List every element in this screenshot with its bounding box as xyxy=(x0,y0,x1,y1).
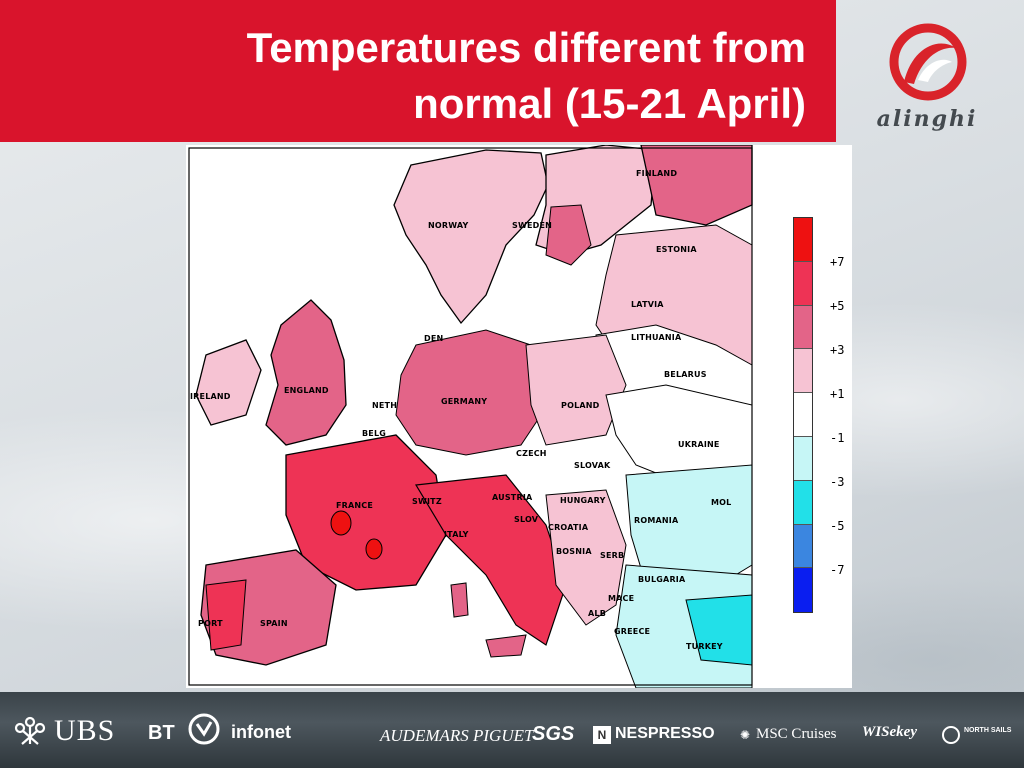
label-greece: GREECE xyxy=(614,627,651,636)
sponsor-msc-cruises: MSC Cruises xyxy=(756,726,837,742)
label-bosnia: BOSNIA xyxy=(556,547,592,556)
label-serbia: SERB xyxy=(600,551,625,560)
label-bulgaria: BULGARIA xyxy=(638,575,686,584)
sponsor-bt: BT xyxy=(148,722,175,744)
legend-label-minus1: -1 xyxy=(830,431,845,445)
legend-swatch-1-3 xyxy=(794,349,812,394)
label-hungary: HUNGARY xyxy=(560,496,606,505)
legend-swatch-above-7 xyxy=(794,218,812,262)
label-romania: ROMANIA xyxy=(634,516,679,525)
sponsor-infonet: infonet xyxy=(231,722,291,742)
label-belgium: BELG xyxy=(362,429,387,438)
sponsor-sgs: SGS xyxy=(532,723,575,745)
label-denmark: DEN xyxy=(424,334,444,343)
slide-title: Temperatures different from normal (15-2… xyxy=(106,20,806,132)
sponsor-ubs: UBS xyxy=(54,714,116,747)
label-moldova: MOL xyxy=(711,498,732,507)
legend-swatch-minus3-minus5 xyxy=(794,480,812,525)
label-ireland: IRELAND xyxy=(190,392,231,401)
legend-swatch-minus5-minus7 xyxy=(794,524,812,569)
sponsor-nespresso: NESPRESSO xyxy=(615,725,715,742)
label-sweden: SWEDEN xyxy=(512,221,553,230)
label-ukraine: UKRAINE xyxy=(678,440,720,449)
label-belarus: BELARUS xyxy=(664,370,707,379)
label-albania: ALB xyxy=(588,609,606,618)
title-banner: Temperatures different from normal (15-2… xyxy=(0,0,836,142)
alinghi-emblem-icon xyxy=(889,23,967,101)
sponsor-footer: UBS BT infonet AUDEMARS PIGUET SGS N NES… xyxy=(0,692,1024,768)
label-italy: ITALY xyxy=(444,530,469,539)
label-switzerland: SWITZ xyxy=(412,497,442,506)
sponsor-audemars-piguet: AUDEMARS PIGUET xyxy=(380,726,534,745)
title-line-1: Temperatures different from xyxy=(246,24,806,71)
sponsor-north-sails: NORTH SAILS xyxy=(964,727,1012,734)
label-portugal: PORT xyxy=(198,619,223,628)
label-turkey: TURKEY xyxy=(686,642,723,651)
label-czech: CZECH xyxy=(516,449,547,458)
alinghi-logo: alinghi xyxy=(852,18,1002,136)
europe-map-graphic xyxy=(186,145,852,688)
label-finland: FINLAND xyxy=(636,169,678,178)
legend-swatch-neutral xyxy=(794,393,812,437)
legend-label-plus5: +5 xyxy=(830,299,845,313)
label-macedonia: MACE xyxy=(608,594,635,603)
label-austria: AUSTRIA xyxy=(492,493,533,502)
label-latvia: LATVIA xyxy=(631,300,664,309)
legend-label-minus5: -5 xyxy=(830,519,845,533)
label-croatia: CROATIA xyxy=(548,523,589,532)
label-lithuania: LITHUANIA xyxy=(631,333,682,342)
label-slovakia: SLOVAK xyxy=(574,461,611,470)
label-germany: GERMANY xyxy=(441,397,488,406)
msc-star-icon: ✺ xyxy=(740,728,751,742)
label-england: ENGLAND xyxy=(284,386,329,395)
title-line-2: normal (15-21 April) xyxy=(413,80,806,127)
label-slovenia: SLOV xyxy=(514,515,539,524)
legend-swatch-minus1-minus3 xyxy=(794,436,812,481)
legend-label-minus7: -7 xyxy=(830,563,845,577)
label-france: FRANCE xyxy=(336,501,374,510)
legend-label-plus1: +1 xyxy=(830,387,845,401)
legend-label-plus7: +7 xyxy=(830,255,845,269)
temperature-legend xyxy=(793,217,813,613)
legend-label-minus3: -3 xyxy=(830,475,845,489)
legend-swatch-below-minus7 xyxy=(794,568,812,613)
legend-swatch-3-5 xyxy=(794,305,812,350)
label-netherlands: NETH xyxy=(372,401,398,410)
temperature-anomaly-map: FINLAND NORWAY SWEDEN ESTONIA LATVIA LIT… xyxy=(186,145,852,688)
label-norway: NORWAY xyxy=(428,221,469,230)
label-estonia: ESTONIA xyxy=(656,245,697,254)
label-spain: SPAIN xyxy=(260,619,288,628)
alinghi-wordmark: alinghi xyxy=(876,106,978,132)
ubs-keys-icon xyxy=(14,716,46,745)
label-poland: POLAND xyxy=(561,401,600,410)
sponsor-wisekey: WISekey xyxy=(862,724,917,740)
north-sails-icon xyxy=(942,726,960,744)
bt-piper-icon xyxy=(188,713,220,745)
legend-swatch-5-7 xyxy=(794,261,812,306)
nespresso-n-icon: N xyxy=(593,726,611,744)
legend-label-plus3: +3 xyxy=(830,343,845,357)
